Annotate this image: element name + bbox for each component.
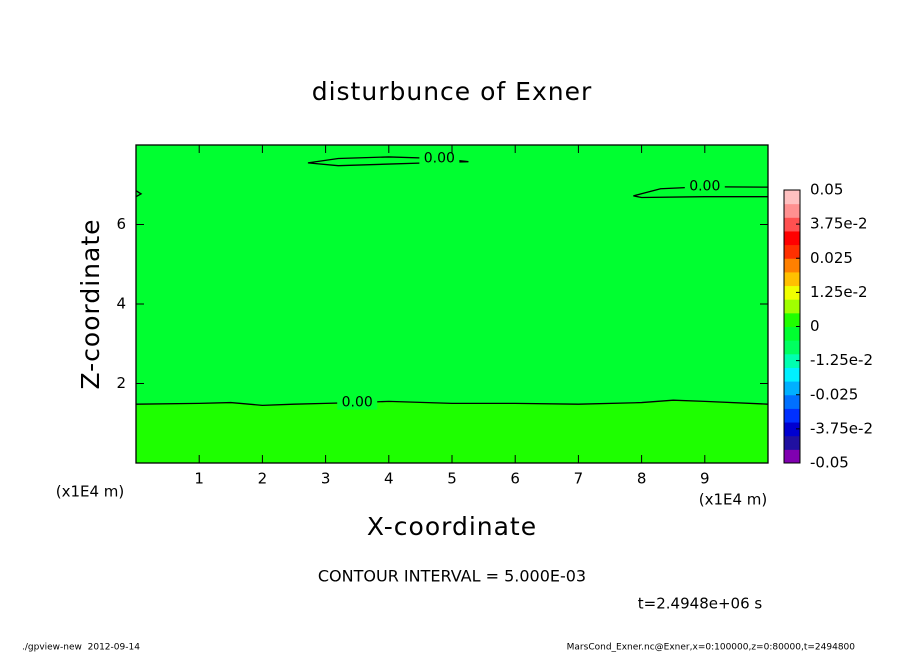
y-tick-label: 2	[116, 374, 126, 392]
colorbar-swatch	[784, 203, 800, 218]
contour-label: 0.00	[689, 179, 720, 195]
contour-line	[135, 399, 769, 407]
colorbar-tick-label: -0.05	[810, 454, 849, 472]
y-axis-label: Z-coordinate	[76, 218, 105, 389]
colorbar-swatch	[784, 299, 800, 314]
colorbar-swatch	[784, 244, 800, 259]
colorbar-swatch	[784, 353, 800, 368]
x-tick-label: 3	[321, 470, 331, 488]
colorbar-swatch	[784, 367, 800, 382]
footer-right: MarsCond_Exner.nc@Exner,x=0:100000,z=0:8…	[567, 643, 856, 653]
colorbar-swatch	[784, 381, 800, 396]
colorbar-tick-label: -0.025	[810, 385, 858, 403]
colorbar-swatch	[784, 408, 800, 423]
colorbar-swatch	[784, 449, 800, 464]
contour-label: 0.00	[424, 151, 455, 167]
chart-title: disturbunce of Exner	[312, 77, 593, 106]
x-tick-label: 2	[258, 470, 268, 488]
colorbar-tick-label: -3.75e-2	[810, 419, 873, 437]
colorbar-swatch	[784, 230, 800, 246]
colorbar-swatch	[784, 326, 800, 341]
contour-label-bg	[684, 179, 725, 194]
contour-line	[307, 156, 469, 167]
time-label: t=2.4948e+06 s	[638, 595, 763, 613]
colorbar-swatch	[784, 258, 800, 273]
colorbar-tick-label: -1.25e-2	[810, 351, 873, 369]
y-tick-label: 6	[116, 215, 126, 233]
colorbar-swatch	[784, 340, 800, 355]
region-fill	[136, 400, 768, 463]
colorbar-swatch	[784, 394, 800, 409]
colorbar-tick-label: 0.025	[810, 249, 853, 267]
x-tick-label: 4	[384, 470, 394, 488]
y-tick-label: 4	[116, 295, 126, 313]
x-tick-label: 6	[510, 470, 520, 488]
x-unit-label: (x1E4 m)	[699, 491, 768, 509]
colorbar-tick-label: 3.75e-2	[810, 215, 868, 233]
colorbar-swatch	[784, 285, 800, 300]
colorbar-swatch	[784, 312, 800, 327]
x-tick-label: 1	[194, 470, 204, 488]
colorbar-tick-label: 1.25e-2	[810, 283, 868, 301]
footer-left: ./gpview-new 2012-09-14	[22, 643, 140, 653]
y-unit-label: (x1E4 m)	[56, 483, 125, 501]
colorbar-swatch	[784, 435, 800, 450]
colorbar-swatch	[784, 422, 800, 437]
contour-line	[135, 190, 143, 198]
colorbar-tick-label: 0	[810, 317, 820, 335]
x-tick-label: 7	[574, 470, 584, 488]
contour-interval: CONTOUR INTERVAL = 5.000E-03	[318, 567, 586, 586]
contour-label: 0.00	[342, 395, 373, 411]
x-tick-label: 5	[447, 470, 457, 488]
contour-label-bg	[419, 151, 460, 166]
contour-label-bg	[337, 395, 378, 410]
colorbar-swatch	[784, 271, 800, 287]
colorbar-swatch	[784, 190, 800, 205]
x-axis-label: X-coordinate	[367, 512, 537, 541]
x-tick-label: 9	[700, 470, 710, 488]
x-tick-label: 8	[637, 470, 647, 488]
colorbar-swatch	[784, 217, 800, 232]
colorbar-tick-label: 0.05	[810, 181, 843, 199]
